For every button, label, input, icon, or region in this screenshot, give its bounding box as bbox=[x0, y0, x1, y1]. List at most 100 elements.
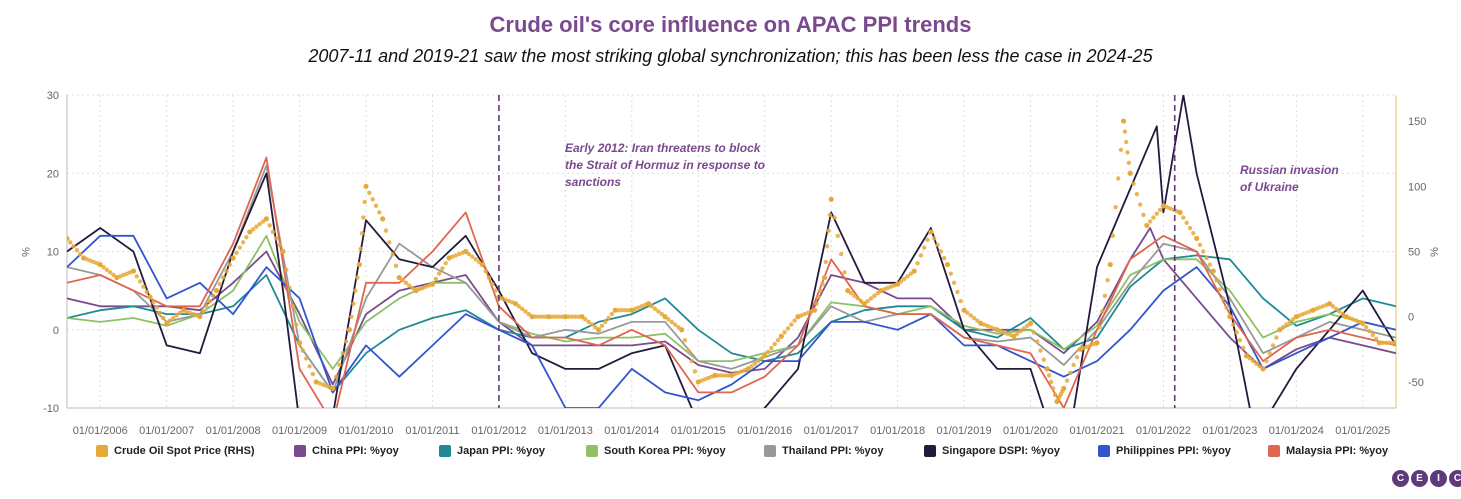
interp-point bbox=[752, 361, 757, 366]
interp-point bbox=[1380, 340, 1385, 345]
annotation-ukraine-line: Russian invasion bbox=[1240, 163, 1339, 177]
interp-point bbox=[852, 293, 857, 299]
interp-point bbox=[1125, 150, 1130, 155]
interp-point bbox=[456, 251, 462, 257]
data-point bbox=[612, 307, 618, 313]
interp-point bbox=[300, 348, 306, 353]
x-tick-label: 01/01/2014 bbox=[604, 425, 659, 437]
interp-point bbox=[294, 322, 299, 327]
interp-point bbox=[915, 261, 920, 266]
interp-point bbox=[622, 307, 628, 313]
interp-point bbox=[636, 305, 641, 310]
interp-point bbox=[220, 275, 226, 280]
interp-point bbox=[490, 281, 495, 287]
interp-point bbox=[735, 370, 741, 375]
data-point bbox=[1027, 320, 1034, 326]
interp-point bbox=[503, 297, 508, 302]
interp-point bbox=[632, 306, 638, 312]
interp-point bbox=[855, 296, 860, 301]
interp-point bbox=[918, 253, 924, 258]
interp-point bbox=[104, 267, 110, 272]
legend-item[interactable]: Malaysia PPI: %yoy bbox=[1268, 445, 1388, 457]
interp-point bbox=[556, 314, 561, 319]
interp-point bbox=[351, 301, 356, 306]
interp-point bbox=[470, 254, 475, 259]
interp-point bbox=[1154, 211, 1159, 216]
interp-point bbox=[814, 301, 819, 306]
interp-point bbox=[842, 270, 847, 275]
interp-point bbox=[938, 249, 944, 254]
annotation-ukraine-line: of Ukraine bbox=[1240, 180, 1299, 194]
interp-point bbox=[583, 317, 588, 322]
legend-item[interactable]: China PPI: %yoy bbox=[294, 445, 399, 457]
legend-item[interactable]: Japan PPI: %yoy bbox=[439, 445, 545, 457]
interp-point bbox=[161, 315, 166, 321]
interp-point bbox=[1184, 220, 1189, 226]
interp-point bbox=[1105, 277, 1110, 283]
interp-point bbox=[1217, 287, 1223, 292]
logo-letter: C bbox=[1449, 470, 1461, 487]
interp-point bbox=[493, 288, 498, 293]
series-dots bbox=[67, 118, 1396, 405]
interp-point bbox=[656, 309, 661, 314]
legend-swatch bbox=[439, 445, 451, 457]
interp-point bbox=[965, 310, 970, 315]
interp-point bbox=[337, 362, 342, 368]
legend-item[interactable]: Thailand PPI: %yoy bbox=[764, 445, 883, 457]
interp-point bbox=[1197, 242, 1203, 248]
interp-point bbox=[586, 319, 591, 325]
interp-point bbox=[925, 237, 930, 242]
x-axis-ticks: 01/01/2006 01/01/2007 01/01/2008 01/01/2009… bbox=[73, 425, 1391, 437]
interp-point bbox=[1350, 317, 1356, 322]
interp-point bbox=[157, 310, 163, 315]
interp-point bbox=[290, 304, 296, 309]
right-tick-label: 150 bbox=[1408, 116, 1426, 128]
interp-point bbox=[400, 277, 405, 283]
interp-point bbox=[210, 293, 216, 299]
data-point bbox=[861, 301, 868, 307]
data-point bbox=[1120, 118, 1127, 124]
right-axis-ticks: -50 0 50 100 150 bbox=[1408, 116, 1426, 389]
legend-item[interactable]: South Korea PPI: %yoy bbox=[586, 445, 726, 457]
interp-point bbox=[370, 197, 375, 202]
interp-point bbox=[875, 291, 880, 296]
right-tick-label: 0 bbox=[1408, 312, 1414, 324]
x-tick-label: 01/01/2007 bbox=[139, 425, 194, 437]
legend-item[interactable]: Singapore DSPI: %yoy bbox=[924, 445, 1060, 457]
interp-point bbox=[410, 285, 415, 291]
data-point bbox=[1360, 320, 1366, 326]
interp-point bbox=[769, 345, 774, 351]
legend-item[interactable]: Crude Oil Spot Price (RHS) bbox=[96, 445, 255, 457]
interp-point bbox=[1025, 323, 1030, 329]
interp-point bbox=[355, 275, 360, 280]
interp-point bbox=[466, 251, 472, 257]
interp-point bbox=[649, 304, 654, 309]
x-tick-label: 01/01/2006 bbox=[73, 425, 128, 437]
interp-point bbox=[1317, 305, 1322, 310]
interp-point bbox=[387, 240, 392, 245]
event-markers bbox=[498, 95, 1176, 408]
legend-item[interactable]: Philippines PPI: %yoy bbox=[1098, 445, 1231, 457]
interp-point bbox=[1204, 255, 1209, 261]
interp-point bbox=[1284, 322, 1289, 327]
interp-point bbox=[1064, 378, 1070, 383]
interp-point bbox=[373, 203, 379, 209]
interp-point bbox=[1046, 373, 1052, 378]
interp-point bbox=[848, 291, 854, 296]
interp-point bbox=[981, 322, 987, 327]
interp-point bbox=[250, 227, 256, 232]
interp-point bbox=[187, 310, 193, 315]
interp-point bbox=[922, 245, 927, 250]
interp-point bbox=[486, 275, 492, 280]
interp-point bbox=[1122, 129, 1128, 134]
interp-point bbox=[320, 382, 326, 387]
right-axis-unit: % bbox=[1429, 247, 1441, 257]
interp-point bbox=[948, 271, 953, 276]
interp-point bbox=[739, 369, 744, 374]
interp-point bbox=[134, 274, 139, 279]
interp-point bbox=[968, 313, 973, 318]
data-point bbox=[944, 261, 951, 268]
interp-point bbox=[393, 263, 399, 269]
interp-point bbox=[1031, 330, 1037, 335]
